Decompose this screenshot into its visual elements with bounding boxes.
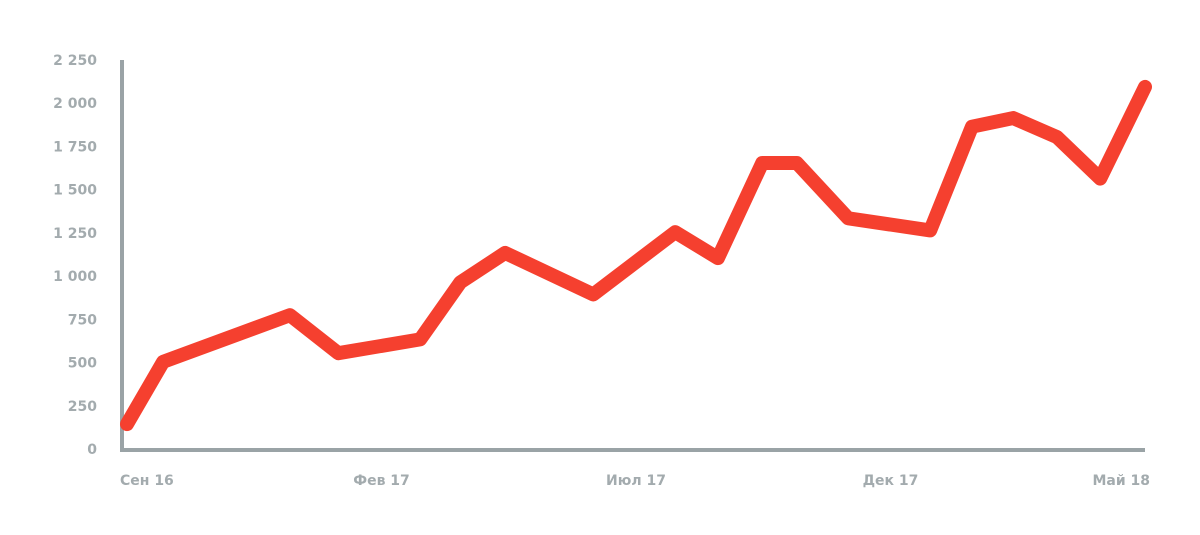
y-tick-label: 750 [68,312,97,328]
x-tick-label: Дек 17 [863,473,919,489]
y-tick-label: 1 500 [53,183,97,199]
y-tick-label: 500 [68,356,97,372]
y-tick-label: 0 [87,442,97,458]
y-tick-label: 1 750 [53,139,97,155]
y-tick-label: 1 250 [53,226,97,242]
y-tick-label: 2 000 [53,96,97,112]
data-line [120,79,1152,432]
y-tick-label: 2 250 [53,53,97,69]
y-tick-label: 250 [68,399,97,415]
x-tick-label: Май 18 [1092,473,1150,489]
x-tick-label: Фев 17 [353,473,410,489]
x-tick-label: Июл 17 [606,473,666,489]
y-tick-label: 1 000 [53,269,97,285]
x-tick-label: Сен 16 [120,473,174,489]
